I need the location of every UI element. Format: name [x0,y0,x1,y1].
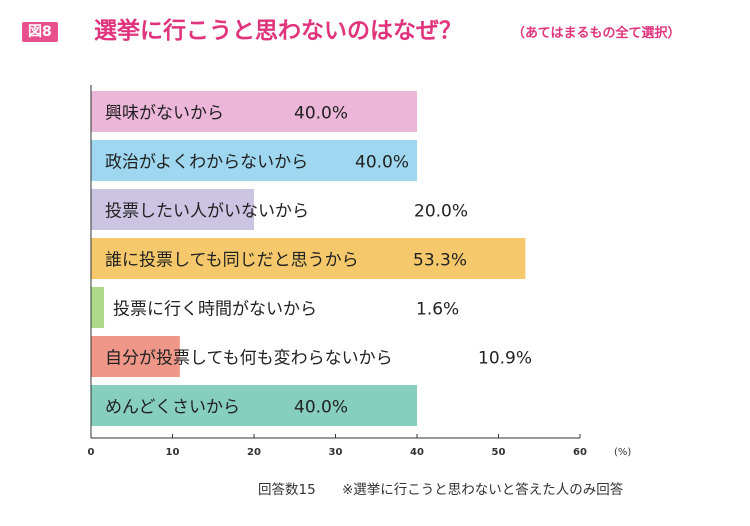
x-tick-label-60: 60 [573,447,587,458]
response-count: 回答数15 [258,482,316,498]
bar-4 [91,238,526,279]
value-label-5: 1.6% [416,300,459,320]
category-label-7: めんどくさいから [105,398,240,418]
x-axis-unit: (%) [614,447,631,458]
x-tick-label-50: 50 [492,447,506,458]
value-label-4: 53.3% [413,251,467,271]
bar-7 [91,385,417,426]
category-label-4: 誰に投票しても同じだと思うから [105,251,359,271]
bar-5 [91,287,105,328]
x-tick-label-20: 20 [247,447,261,458]
category-label-6: 自分が投票しても何も変わらないから [105,349,393,369]
value-label-2: 40.0% [355,153,409,173]
x-tick-label-0: 0 [88,447,95,458]
value-label-6: 10.9% [478,349,532,369]
bar-3 [91,189,254,230]
footnote-note: ※選挙に行こうと思わないと答えた人のみ回答 [341,482,624,498]
category-label-5: 投票に行く時間がないから [113,300,317,320]
bar-6 [91,336,180,377]
chart-title: 選挙に行こうと思わないのはなぜ？ [94,18,462,44]
x-tick-label-30: 30 [329,447,343,458]
category-label-3: 投票したい人がいないから [105,202,309,222]
chart-header: 図8 選挙に行こうと思わないのはなぜ？ （あてはまるもの全て選択） [10,12,745,48]
bar-2 [91,140,417,181]
value-label-7: 40.0% [294,398,348,418]
footnote: 回答数15 ※選挙に行こうと思わないと答えた人のみ回答 [258,478,623,498]
value-label-1: 40.0% [294,104,348,124]
x-tick-label-40: 40 [410,447,424,458]
chart-subtitle: （あてはまるもの全て選択） [512,26,681,41]
figure-badge: 図8 [22,22,58,42]
category-label-1: 興味がないから [105,104,224,124]
x-tick-label-10: 10 [166,447,180,458]
category-label-2: 政治がよくわからないから [105,153,308,173]
bar-1 [91,91,417,132]
value-label-3: 20.0% [414,202,468,222]
